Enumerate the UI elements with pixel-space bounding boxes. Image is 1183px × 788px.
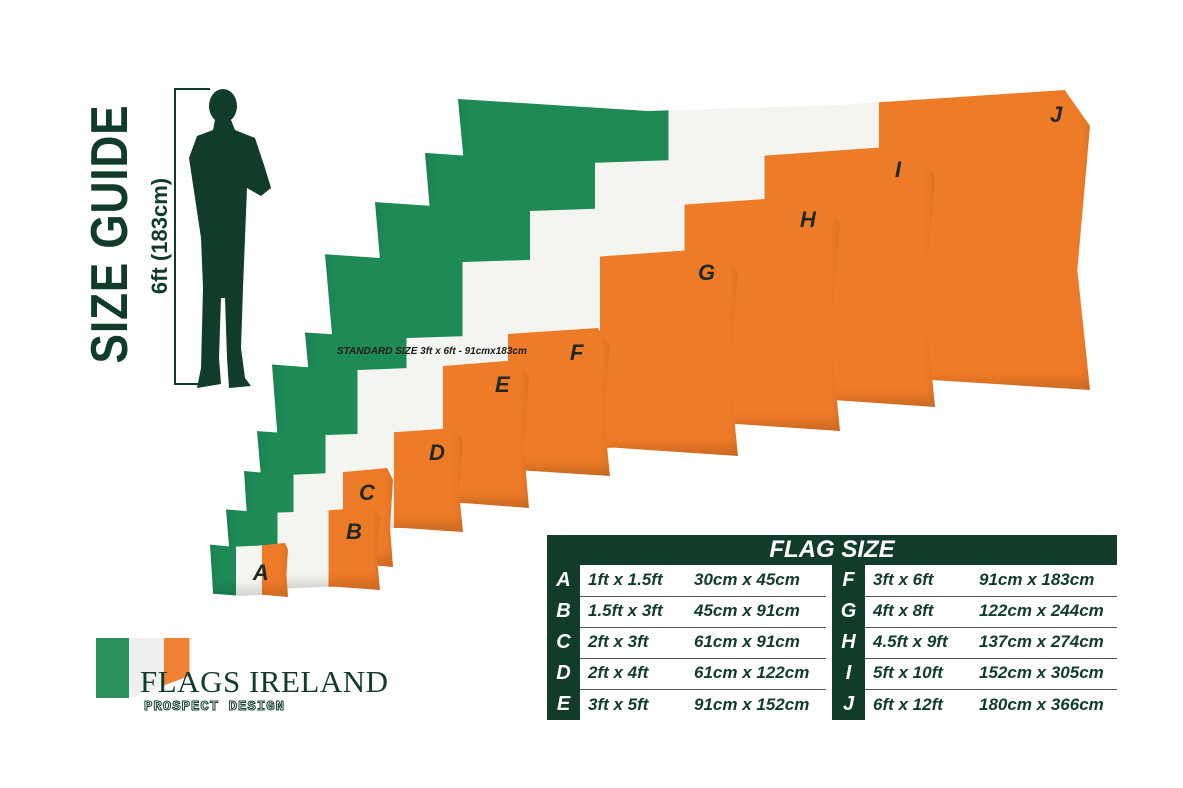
- table-row: G 4ft x 8ft 122cm x 244cm: [832, 596, 1117, 628]
- size-letter: C: [547, 627, 580, 658]
- size-feet: 1ft x 1.5ft: [588, 570, 663, 589]
- size-cm: 91cm x 183cm: [979, 570, 1095, 589]
- size-letter: G: [832, 596, 865, 627]
- standard-size-note: STANDARD SIZE 3ft x 6ft - 91cmx183cm: [337, 346, 527, 357]
- size-letter: B: [547, 596, 580, 627]
- size-values: 4ft x 8ft 122cm x 244cm: [865, 596, 1117, 628]
- size-feet: 4ft x 8ft: [873, 601, 934, 620]
- size-feet: 2ft x 3ft: [588, 632, 649, 651]
- size-cm: 45cm x 91cm: [694, 601, 800, 620]
- flag-label: A: [252, 559, 269, 585]
- size-feet: 3ft x 6ft: [873, 570, 934, 589]
- size-values: 2ft x 3ft 61cm x 91cm: [580, 627, 826, 659]
- flag-label: I: [895, 157, 902, 182]
- table-row: B 1.5ft x 3ft 45cm x 91cm: [547, 596, 832, 628]
- logo-subtitle: PROSPECT DESIGN: [143, 699, 286, 715]
- size-values: 3ft x 6ft 91cm x 183cm: [865, 565, 1117, 597]
- size-letter: I: [832, 658, 865, 689]
- size-values: 5ft x 10ft 152cm x 305cm: [865, 658, 1117, 690]
- flag-label: D: [429, 440, 445, 465]
- size-feet: 5ft x 10ft: [873, 663, 943, 682]
- table-row: D 2ft x 4ft 61cm x 122cm: [547, 658, 832, 690]
- flag-label: B: [346, 519, 362, 544]
- flag-label: E: [495, 372, 510, 397]
- flags-ireland-logo: FLAGS IRELAND PROSPECT DESIGN: [88, 632, 398, 717]
- size-cm: 61cm x 122cm: [694, 663, 810, 682]
- flag-label: G: [698, 260, 716, 285]
- size-values: 4.5ft x 9ft 137cm x 274cm: [865, 627, 1117, 659]
- size-cm: 61cm x 91cm: [694, 632, 800, 651]
- table-row: A 1ft x 1.5ft 30cm x 45cm: [547, 565, 832, 597]
- height-label: 6ft (183cm): [147, 177, 172, 295]
- table-column-left: A 1ft x 1.5ft 30cm x 45cm B 1.5ft x 3ft 4…: [547, 565, 832, 720]
- size-cm: 152cm x 305cm: [979, 663, 1104, 682]
- size-cm: 137cm x 274cm: [979, 632, 1104, 651]
- size-cm: 122cm x 244cm: [979, 601, 1104, 620]
- logo-name: FLAGS IRELAND: [140, 664, 389, 699]
- size-feet: 2ft x 4ft: [588, 663, 649, 682]
- size-letter: D: [547, 658, 580, 689]
- size-feet: 6ft x 12ft: [873, 694, 943, 714]
- size-feet: 4.5ft x 9ft: [873, 632, 948, 651]
- flag-a: [210, 543, 288, 597]
- size-letter: E: [547, 689, 580, 720]
- flag-label: H: [800, 207, 816, 232]
- flag-label: C: [359, 480, 375, 505]
- table-row: J 6ft x 12ft 180cm x 366cm: [832, 689, 1117, 720]
- size-letter: A: [547, 565, 580, 596]
- size-feet: 3ft x 5ft: [588, 694, 649, 714]
- size-cm: 91cm x 152cm: [694, 694, 810, 714]
- table-row: E 3ft x 5ft 91cm x 152cm: [547, 689, 832, 720]
- size-guide-title: SIZE GUIDE: [81, 104, 139, 364]
- flag-size-table: FLAG SIZE A 1ft x 1.5ft 30cm x 45cm B 1.5…: [547, 535, 1117, 720]
- table-row: I 5ft x 10ft 152cm x 305cm: [832, 658, 1117, 690]
- flag-label: J: [1050, 102, 1063, 127]
- table-column-right: F 3ft x 6ft 91cm x 183cm G 4ft x 8ft 122c…: [832, 565, 1117, 720]
- person-silhouette-icon: [189, 89, 271, 388]
- table-title: FLAG SIZE: [547, 535, 1117, 565]
- size-letter: J: [832, 689, 865, 720]
- table-row: H 4.5ft x 9ft 137cm x 274cm: [832, 627, 1117, 659]
- size-values: 1.5ft x 3ft 45cm x 91cm: [580, 596, 826, 628]
- size-letter: H: [832, 627, 865, 658]
- size-values: 1ft x 1.5ft 30cm x 45cm: [580, 565, 826, 597]
- size-values: 3ft x 5ft 91cm x 152cm: [580, 689, 826, 720]
- size-values: 2ft x 4ft 61cm x 122cm: [580, 658, 826, 690]
- size-cm: 180cm x 366cm: [979, 694, 1104, 714]
- size-cm: 30cm x 45cm: [694, 570, 800, 589]
- size-values: 6ft x 12ft 180cm x 366cm: [865, 689, 1117, 720]
- height-bracket: [174, 88, 210, 385]
- size-feet: 1.5ft x 3ft: [588, 601, 663, 620]
- size-letter: F: [832, 565, 865, 596]
- table-row: C 2ft x 3ft 61cm x 91cm: [547, 627, 832, 659]
- flag-label: F: [570, 340, 584, 365]
- table-row: F 3ft x 6ft 91cm x 183cm: [832, 565, 1117, 597]
